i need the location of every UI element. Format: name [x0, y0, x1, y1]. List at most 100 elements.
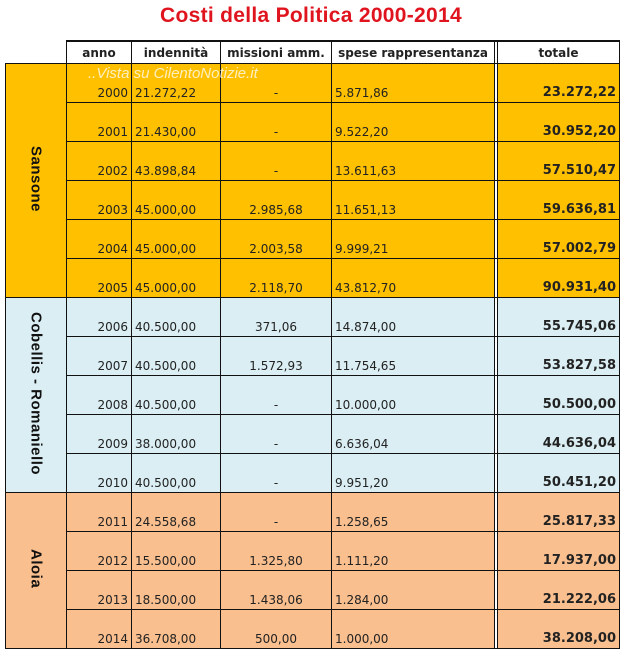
cell-indennita: 43.898,84 — [131, 141, 221, 181]
cell-spese: 14.874,00 — [331, 297, 495, 337]
cell-spese: 1.000,00 — [331, 609, 495, 649]
cell-totale: 44.636,04 — [497, 414, 620, 454]
cell-spese: 9.999,21 — [331, 219, 495, 259]
cell-totale: 50.500,00 — [497, 375, 620, 415]
group-label-cell: Aloia — [5, 492, 67, 649]
cell-anno: 2008 — [66, 375, 132, 415]
cell-missioni: - — [220, 453, 332, 493]
cell-totale: 38.208,00 — [497, 609, 620, 649]
table-row: Sansone 2000 21.272,22-5.871,86 23.272,22 — [5, 63, 620, 298]
cell-spese: 6.636,04 — [331, 414, 495, 454]
cell-anno: 2004 — [66, 219, 132, 259]
group-label: Sansone — [27, 145, 45, 213]
cell-missioni: 1.572,93 — [220, 336, 332, 376]
cell-anno: 2012 — [66, 531, 132, 571]
cell-totale: 59.636,81 — [497, 180, 620, 220]
cell-anno: 2013 — [66, 570, 132, 610]
cell-indennita: 21.430,00 — [131, 102, 221, 142]
cell-spese: 1.111,20 — [331, 531, 495, 571]
cell-missioni: 2.003,58 — [220, 219, 332, 259]
header-totale: totale — [497, 40, 620, 64]
cell-indennita: 21.272,22 — [131, 63, 221, 103]
cell-anno: 2005 — [66, 258, 132, 298]
cell-anno: 2006 — [66, 297, 132, 337]
cell-anno: 2001 — [66, 102, 132, 142]
cell-totale: 90.931,40 — [497, 258, 620, 298]
table-row: 2002 43.898,84-13.611,63 57.510,47 — [5, 141, 620, 181]
table-row: 2004 45.000,00 2.003,58 9.999,21 57.002,79 — [5, 219, 620, 259]
cell-totale: 53.827,58 — [497, 336, 620, 376]
table-row: 2014 36.708,00 500,00 1.000,00 38.208,00 — [5, 609, 620, 649]
cell-totale: 50.451,20 — [497, 453, 620, 493]
cell-spese: 11.754,65 — [331, 336, 495, 376]
cell-spese: 1.284,00 — [331, 570, 495, 610]
cell-indennita: 45.000,00 — [131, 219, 221, 259]
cell-spese: 9.522,20 — [331, 102, 495, 142]
cell-missioni: - — [220, 414, 332, 454]
table-row: Aloia 2011 24.558,68-1.258,65 25.817,33 — [5, 492, 620, 649]
table-row: Cobellis - Romaniello 2006 40.500,00 371,06… — [5, 297, 620, 493]
table-row: 2001 21.430,00-9.522,20 30.952,20 — [5, 102, 620, 142]
cell-anno: 2014 — [66, 609, 132, 649]
table-row: 2005 45.000,00 2.118,70 43.812,70 90.931,40 — [5, 258, 620, 298]
table-row: 2013 18.500,00 1.438,06 1.284,00 21.222,06 — [5, 570, 620, 610]
cell-totale: 57.510,47 — [497, 141, 620, 181]
cell-spese: 9.951,20 — [331, 453, 495, 493]
header-anno: anno — [66, 40, 132, 64]
table-row: 2012 15.500,00 1.325,80 1.111,20 17.937,00 — [5, 531, 620, 571]
table-row: 2010 40.500,00-9.951,20 50.451,20 — [5, 453, 620, 493]
header-spese: spese rappresentanza — [331, 40, 495, 64]
cell-missioni: 1.325,80 — [220, 531, 332, 571]
cell-missioni: 1.438,06 — [220, 570, 332, 610]
table-row: 2009 38.000,00-6.636,04 44.636,04 — [5, 414, 620, 454]
cell-missioni: 2.985,68 — [220, 180, 332, 220]
cell-anno: 2009 — [66, 414, 132, 454]
cell-totale: 21.222,06 — [497, 570, 620, 610]
cell-missioni: - — [220, 141, 332, 181]
cell-anno: 2011 — [66, 492, 132, 532]
cell-indennita: 40.500,00 — [131, 375, 221, 415]
header-indennita: indennità — [131, 40, 221, 64]
cell-missioni: 371,06 — [220, 297, 332, 337]
cell-anno: 2010 — [66, 453, 132, 493]
cell-missioni: 2.118,70 — [220, 258, 332, 298]
cell-indennita: 24.558,68 — [131, 492, 221, 532]
header-missioni: missioni amm. — [220, 40, 332, 64]
cell-anno: 2007 — [66, 336, 132, 376]
cell-indennita: 15.500,00 — [131, 531, 221, 571]
cell-totale: 23.272,22 — [497, 63, 620, 103]
header-blank — [5, 41, 67, 64]
cell-indennita: 45.000,00 — [131, 258, 221, 298]
cell-missioni: - — [220, 102, 332, 142]
cell-totale: 57.002,79 — [497, 219, 620, 259]
cell-anno: 2002 — [66, 141, 132, 181]
group-label: Aloia — [27, 549, 45, 589]
cell-indennita: 40.500,00 — [131, 336, 221, 376]
page-title: Costi della Politica 2000-2014 — [160, 4, 462, 27]
costs-table: anno indennità missioni amm. spese rappr… — [5, 40, 620, 649]
cell-indennita: 36.708,00 — [131, 609, 221, 649]
cell-spese: 43.812,70 — [331, 258, 495, 298]
cell-totale: 30.952,20 — [497, 102, 620, 142]
cell-missioni: - — [220, 63, 332, 103]
cell-missioni: - — [220, 375, 332, 415]
cell-spese: 11.651,13 — [331, 180, 495, 220]
cell-indennita: 45.000,00 — [131, 180, 221, 220]
group-label-cell: Sansone — [5, 63, 67, 298]
group-label-cell: Cobellis - Romaniello — [5, 297, 67, 493]
cell-spese: 10.000,00 — [331, 375, 495, 415]
cell-totale: 55.745,06 — [497, 297, 620, 337]
cell-anno: 2003 — [66, 180, 132, 220]
group-label: Cobellis - Romaniello — [27, 311, 45, 476]
header-row: anno indennità missioni amm. spese rappr… — [5, 40, 620, 64]
cell-missioni: 500,00 — [220, 609, 332, 649]
cell-indennita: 40.500,00 — [131, 453, 221, 493]
cell-spese: 5.871,86 — [331, 63, 495, 103]
cell-indennita: 40.500,00 — [131, 297, 221, 337]
cell-spese: 13.611,63 — [331, 141, 495, 181]
cell-totale: 17.937,00 — [497, 531, 620, 571]
cell-totale: 25.817,33 — [497, 492, 620, 532]
table-row: 2003 45.000,00 2.985,68 11.651,13 59.636,81 — [5, 180, 620, 220]
table-row: 2008 40.500,00-10.000,00 50.500,00 — [5, 375, 620, 415]
cell-indennita: 18.500,00 — [131, 570, 221, 610]
